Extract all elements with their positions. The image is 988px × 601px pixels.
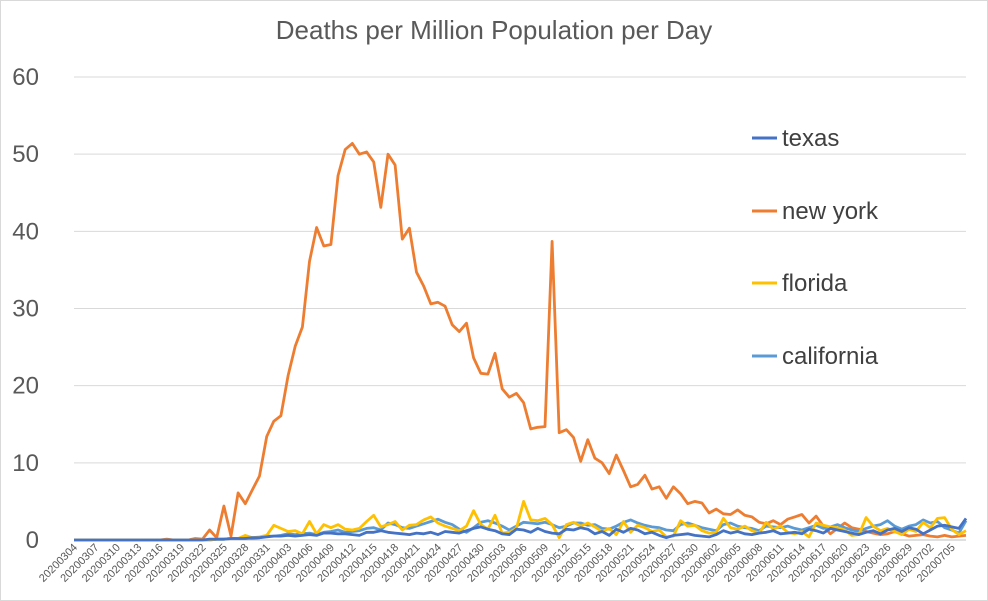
legend: texas new york florida california: [752, 125, 879, 370]
y-tick-label: 50: [12, 141, 39, 168]
legend-label: florida: [782, 270, 848, 297]
x-axis-ticks: 2020030420200307202003102020031320200316…: [37, 542, 958, 585]
y-tick-label: 40: [12, 218, 39, 245]
y-tick-label: 0: [26, 527, 39, 554]
gridlines: [74, 76, 966, 464]
series-line-new-york: [74, 141, 967, 542]
y-tick-label: 20: [12, 373, 39, 400]
legend-label: texas: [782, 125, 839, 152]
legend-label: new york: [782, 198, 879, 225]
y-tick-label: 30: [12, 296, 39, 323]
y-tick-label: 10: [12, 450, 39, 477]
y-tick-label: 60: [12, 64, 39, 91]
y-axis-ticks: 0 10 20 30 40 50 60: [12, 64, 39, 554]
chart-title: Deaths per Million Population per Day: [275, 15, 713, 45]
legend-label: california: [782, 343, 879, 370]
series-line-texas: [74, 517, 968, 542]
series-lines: [74, 141, 968, 542]
